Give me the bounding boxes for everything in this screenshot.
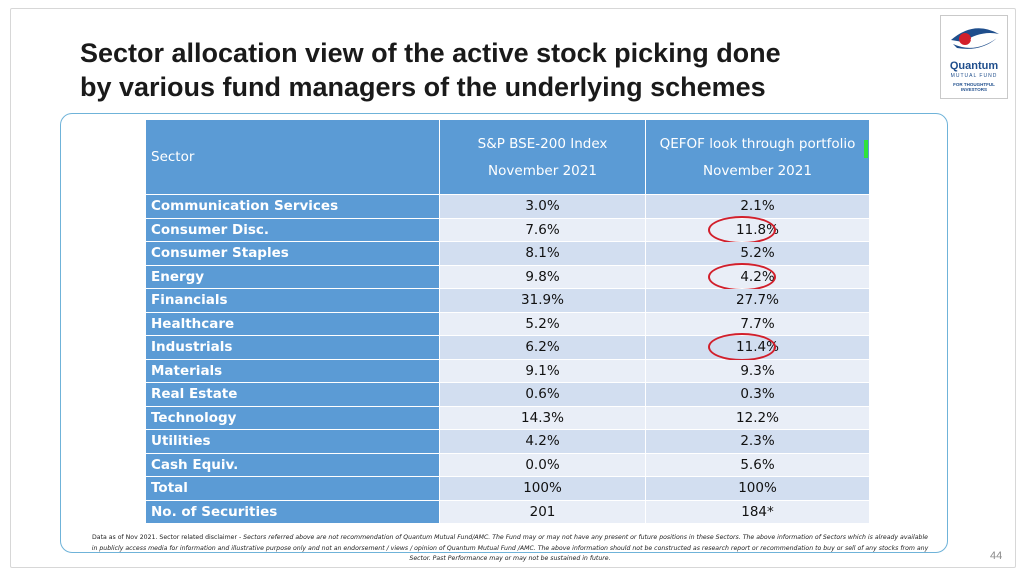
index-weight-cell: 7.6% xyxy=(440,218,646,241)
index-weight-cell: 0.6% xyxy=(440,383,646,406)
qefof-weight-cell: 4.2% xyxy=(646,262,869,291)
header-qefof: QEFOF look through portfolio November 20… xyxy=(646,120,869,194)
table-row: Cash Equiv. 0.0% 5.6% xyxy=(146,452,869,476)
qefof-weight-value: 2.1% xyxy=(740,198,775,215)
highlight-circle xyxy=(708,215,776,244)
text-cursor-marker xyxy=(864,140,868,158)
content-box xyxy=(60,113,948,553)
table-row: Healthcare 5.2% 7.7% xyxy=(146,311,869,335)
highlight-circle xyxy=(708,262,776,291)
index-weight-cell: 3.0% xyxy=(440,195,646,218)
index-weight-cell: 9.1% xyxy=(440,359,646,382)
table-header: Sector S&P BSE-200 Index November 2021 Q… xyxy=(146,120,869,194)
table-row: No. of Securities 201 184* xyxy=(146,499,869,523)
index-weight-cell: 0.0% xyxy=(440,453,646,476)
qefof-weight-cell: 5.2% xyxy=(646,242,869,265)
qefof-weight-cell: 0.3% xyxy=(646,383,869,406)
sector-cell: Cash Equiv. xyxy=(146,453,440,476)
title-line-1: Sector allocation view of the active sto… xyxy=(80,38,781,68)
slide-title: Sector allocation view of the active sto… xyxy=(80,36,910,104)
qefof-weight-value: 27.7% xyxy=(736,292,779,309)
title-line-2: by various fund managers of the underlyi… xyxy=(80,72,766,102)
qefof-weight-cell: 9.3% xyxy=(646,359,869,382)
index-weight-cell: 6.2% xyxy=(440,336,646,359)
header-sector: Sector xyxy=(146,120,440,194)
qefof-weight-cell: 11.4% xyxy=(646,333,869,361)
table-row: Consumer Staples 8.1% 5.2% xyxy=(146,241,869,265)
disclaimer-lead: Data as of Nov 2021. Sector related disc… xyxy=(92,534,244,541)
disclaimer-text: Sectors referred above are not recommend… xyxy=(91,534,929,562)
qefof-weight-cell: 184* xyxy=(646,500,869,523)
qefof-weight-value: 100% xyxy=(738,480,777,497)
highlight-circle xyxy=(708,333,776,361)
logo-icon xyxy=(951,28,999,49)
table-row: Technology 14.3% 12.2% xyxy=(146,405,869,429)
index-weight-cell: 100% xyxy=(440,477,646,500)
logo-subtitle: MUTUAL FUND xyxy=(950,73,998,79)
index-weight-cell: 14.3% xyxy=(440,406,646,429)
disclaimer: Data as of Nov 2021. Sector related disc… xyxy=(90,533,930,565)
table-row: Consumer Disc. 7.6% 11.8% xyxy=(146,215,869,244)
table-row: Energy 9.8% 4.2% xyxy=(146,262,869,291)
qefof-weight-value: 5.2% xyxy=(740,245,775,262)
sector-cell: Energy xyxy=(146,265,440,288)
header-qefof-line1: QEFOF look through portfolio xyxy=(659,135,856,152)
index-weight-cell: 201 xyxy=(440,500,646,523)
sector-cell: Materials xyxy=(146,359,440,382)
index-weight-cell: 9.8% xyxy=(440,265,646,288)
index-weight-cell: 4.2% xyxy=(440,430,646,453)
qefof-weight-value: 9.3% xyxy=(740,362,775,379)
qefof-weight-cell: 27.7% xyxy=(646,289,869,312)
index-weight-cell: 31.9% xyxy=(440,289,646,312)
sector-cell: No. of Securities xyxy=(146,500,440,523)
logo-tagline: FOR THOUGHTFUL INVESTORS xyxy=(953,82,995,92)
sector-cell: Total xyxy=(146,477,440,500)
qefof-weight-cell: 7.7% xyxy=(646,312,869,335)
index-weight-cell: 5.2% xyxy=(440,312,646,335)
table-row: Total 100% 100% xyxy=(146,476,869,500)
header-qefof-line2: November 2021 xyxy=(703,162,812,179)
qefof-weight-cell: 11.8% xyxy=(646,215,869,244)
header-index-line1: S&P BSE-200 Index xyxy=(477,135,608,152)
sector-cell: Real Estate xyxy=(146,383,440,406)
table-row: Industrials 6.2% 11.4% xyxy=(146,333,869,361)
sector-cell: Technology xyxy=(146,406,440,429)
slide-frame xyxy=(10,8,1016,568)
qefof-weight-cell: 5.6% xyxy=(646,453,869,476)
table-row: Materials 9.1% 9.3% xyxy=(146,358,869,382)
index-weight-cell: 8.1% xyxy=(440,242,646,265)
qefof-weight-cell: 100% xyxy=(646,477,869,500)
table-row: Real Estate 0.6% 0.3% xyxy=(146,382,869,406)
sector-cell: Utilities xyxy=(146,430,440,453)
sector-allocation-table: Sector S&P BSE-200 Index November 2021 Q… xyxy=(146,120,869,523)
sector-cell: Consumer Disc. xyxy=(146,218,440,241)
sector-cell: Communication Services xyxy=(146,195,440,218)
sector-cell: Financials xyxy=(146,289,440,312)
sector-cell: Consumer Staples xyxy=(146,242,440,265)
header-index-line2: November 2021 xyxy=(488,162,597,179)
header-index: S&P BSE-200 Index November 2021 xyxy=(440,120,646,194)
table-row: Communication Services 3.0% 2.1% xyxy=(146,194,869,218)
page-number: 44 xyxy=(990,550,1003,562)
qefof-weight-cell: 2.3% xyxy=(646,430,869,453)
qefof-weight-value: 5.6% xyxy=(740,456,775,473)
table-row: Financials 31.9% 27.7% xyxy=(146,288,869,312)
qefof-weight-value: 12.2% xyxy=(736,409,779,426)
table-row: Utilities 4.2% 2.3% xyxy=(146,429,869,453)
table-body: Communication Services 3.0% 2.1% Consumer D… xyxy=(146,194,869,523)
qefof-weight-value: 7.7% xyxy=(740,315,775,332)
qefof-weight-value: 2.3% xyxy=(740,433,775,450)
quantum-logo: Quantum MUTUAL FUND FOR THOUGHTFUL INVES… xyxy=(940,15,1008,99)
logo-name: Quantum xyxy=(949,60,999,72)
qefof-weight-cell: 2.1% xyxy=(646,195,869,218)
sector-cell: Industrials xyxy=(146,336,440,359)
sector-cell: Healthcare xyxy=(146,312,440,335)
qefof-weight-value: 184* xyxy=(741,503,774,520)
qefof-weight-value: 0.3% xyxy=(740,386,775,403)
qefof-weight-cell: 12.2% xyxy=(646,406,869,429)
